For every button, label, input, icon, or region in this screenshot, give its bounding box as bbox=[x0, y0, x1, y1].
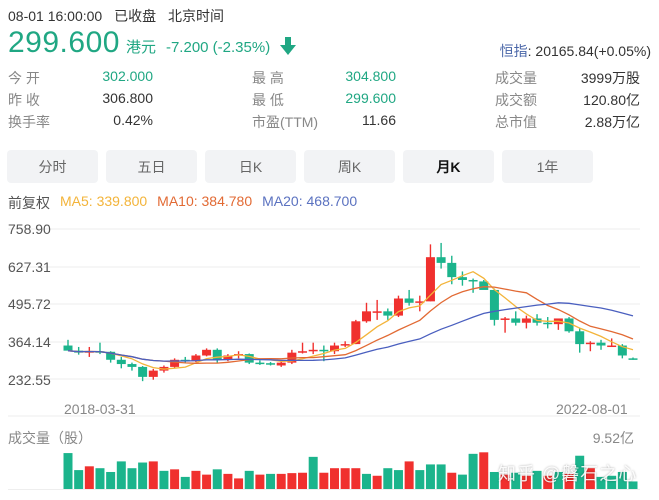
stat-value: 302.000 bbox=[102, 68, 153, 84]
stat-row: 换手率 0.42% 市盈(TTM) 11.66 总市值 2.88万亿 bbox=[0, 110, 659, 132]
tab-five-day[interactable]: 五日 bbox=[106, 150, 197, 183]
price-row: 299.600 港元 -7.200 (-2.35%) bbox=[8, 26, 297, 60]
stat-label: 最 低 bbox=[252, 92, 284, 108]
stat-value: 299.600 bbox=[345, 90, 396, 106]
stat-label: 成交量 bbox=[495, 70, 537, 86]
stat-value: 3999万股 bbox=[580, 70, 640, 86]
stat-label: 最 高 bbox=[252, 70, 284, 86]
stats-grid: 今 开 302.000 最 高 304.800 成交量 3999万股 昨 收 3… bbox=[0, 66, 659, 132]
currency: 港元 bbox=[125, 39, 156, 56]
hsi-value: : 20165.84(+0.05%) bbox=[527, 43, 651, 59]
stat-label: 昨 收 bbox=[8, 92, 40, 108]
adjust-mode[interactable]: 前复权 bbox=[8, 195, 50, 211]
stat-label: 今 开 bbox=[8, 70, 40, 86]
stat-label: 市盈(TTM) bbox=[252, 114, 319, 130]
x-tick-end: 2022-08-01 bbox=[556, 401, 628, 417]
period-tabs: 分时 五日 日K 周K 月K 1年 bbox=[7, 150, 593, 183]
y-tick: 232.55 bbox=[8, 372, 51, 388]
ma20-value: MA20: 468.700 bbox=[262, 193, 358, 209]
stat-value: 2.88万亿 bbox=[584, 114, 640, 130]
status-line: 08-01 16:00:00 已收盘 北京时间 bbox=[8, 6, 232, 26]
y-tick: 758.90 bbox=[8, 221, 51, 237]
stat-label: 总市值 bbox=[495, 114, 537, 130]
stat-value: 11.66 bbox=[362, 112, 396, 128]
tab-weekly-k[interactable]: 周K bbox=[304, 150, 395, 183]
stat-row: 昨 收 306.800 最 低 299.600 成交额 120.80亿 bbox=[0, 88, 659, 110]
y-tick: 364.14 bbox=[8, 334, 51, 350]
hang-seng-index[interactable]: 恒指: 20165.84(+0.05%) bbox=[500, 41, 651, 61]
arrow-down-icon bbox=[280, 37, 297, 55]
ma-legend: 前复权 MA5: 339.800 MA10: 384.780 MA20: 468… bbox=[8, 193, 357, 213]
price-change: -7.200 (-2.35%) bbox=[165, 39, 271, 56]
hsi-label: 恒指 bbox=[499, 43, 528, 59]
stat-value: 304.800 bbox=[345, 68, 396, 84]
stat-label: 换手率 bbox=[8, 114, 50, 130]
stat-value: 0.42% bbox=[113, 112, 153, 128]
tab-daily-k[interactable]: 日K bbox=[205, 150, 296, 183]
datetime: 08-01 16:00:00 bbox=[8, 8, 103, 24]
candlestick-plot bbox=[8, 228, 640, 417]
stat-row: 今 开 302.000 最 高 304.800 成交量 3999万股 bbox=[0, 66, 659, 88]
volume-max: 9.52亿 bbox=[592, 430, 634, 446]
stat-value: 306.800 bbox=[102, 90, 153, 106]
volume-chart[interactable] bbox=[0, 450, 659, 500]
ma10-value: MA10: 384.780 bbox=[157, 193, 253, 209]
volume-title: 成交量（股） bbox=[8, 430, 92, 446]
y-tick: 627.31 bbox=[8, 259, 51, 275]
current-price: 299.600 bbox=[8, 26, 120, 59]
tab-one-year[interactable]: 1年 bbox=[502, 150, 593, 183]
x-tick-start: 2018-03-31 bbox=[64, 401, 136, 417]
y-tick: 495.72 bbox=[8, 296, 51, 312]
market-status: 已收盘 bbox=[114, 8, 157, 24]
tab-intraday[interactable]: 分时 bbox=[7, 150, 98, 183]
timezone: 北京时间 bbox=[167, 8, 224, 24]
candlestick-chart[interactable]: 758.90 627.31 495.72 364.14 232.55 2018-… bbox=[0, 215, 659, 420]
stat-label: 成交额 bbox=[495, 92, 537, 108]
watermark: 知乎 @磐石之心 bbox=[498, 464, 638, 484]
ma5-value: MA5: 339.800 bbox=[60, 193, 148, 209]
tab-monthly-k[interactable]: 月K bbox=[403, 150, 494, 183]
stat-value: 120.80亿 bbox=[583, 92, 640, 108]
